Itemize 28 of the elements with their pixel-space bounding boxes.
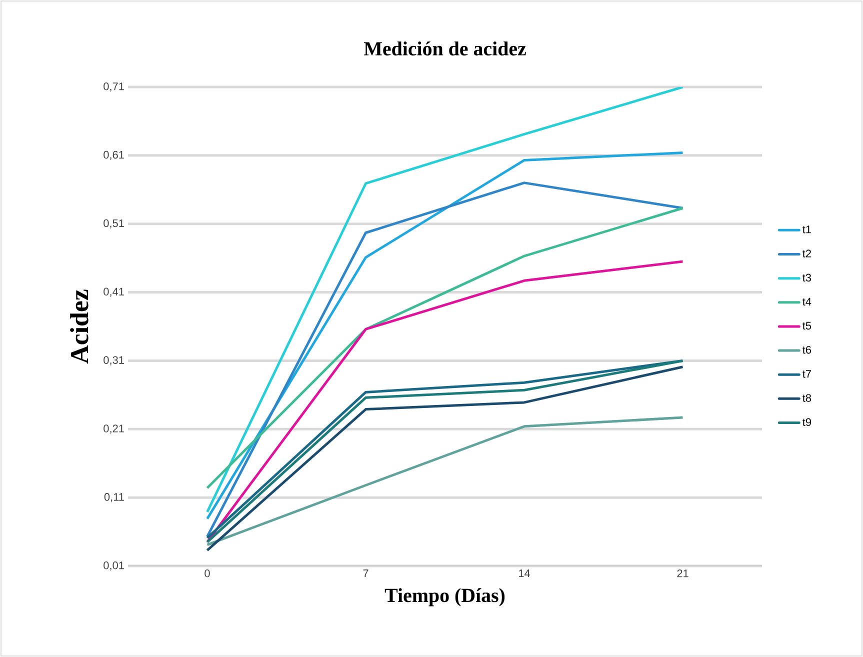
- x-axis-title: Tiempo (Días): [384, 588, 505, 606]
- x-tick-label: 7: [363, 570, 368, 578]
- legend-label: t4: [802, 298, 812, 306]
- line-series: [206, 206, 684, 490]
- x-tick-label: 14: [518, 570, 530, 578]
- y-tick-label: 0,71: [104, 82, 124, 92]
- legend-label: t6: [802, 346, 812, 354]
- x-tick-label: 0: [204, 570, 210, 578]
- legend-label: t3: [802, 274, 812, 282]
- y-tick-label: 0,21: [104, 424, 124, 434]
- legend-label: t7: [802, 370, 811, 378]
- y-tick-label: 0,01: [104, 561, 124, 571]
- y-tick-label: 0,61: [104, 150, 124, 160]
- legend-label: t2: [802, 250, 811, 258]
- y-tick-label: 0,41: [104, 288, 124, 297]
- x-tick-label: 21: [677, 570, 688, 578]
- chart-title: Medición de acidez: [364, 41, 526, 56]
- y-tick-label: 0,31: [104, 356, 124, 366]
- legend-label: t9: [802, 418, 811, 426]
- legend-label: t8: [802, 394, 812, 402]
- y-tick-label: 0,51: [104, 219, 124, 228]
- y-tick-label: 0,11: [104, 493, 124, 502]
- line-series: [206, 416, 684, 546]
- legend-label: t1: [802, 226, 811, 234]
- line-series: [206, 87, 684, 514]
- legend-label: t5: [802, 322, 812, 330]
- y-axis-title: Acidez: [70, 290, 88, 364]
- line-series: [206, 260, 684, 544]
